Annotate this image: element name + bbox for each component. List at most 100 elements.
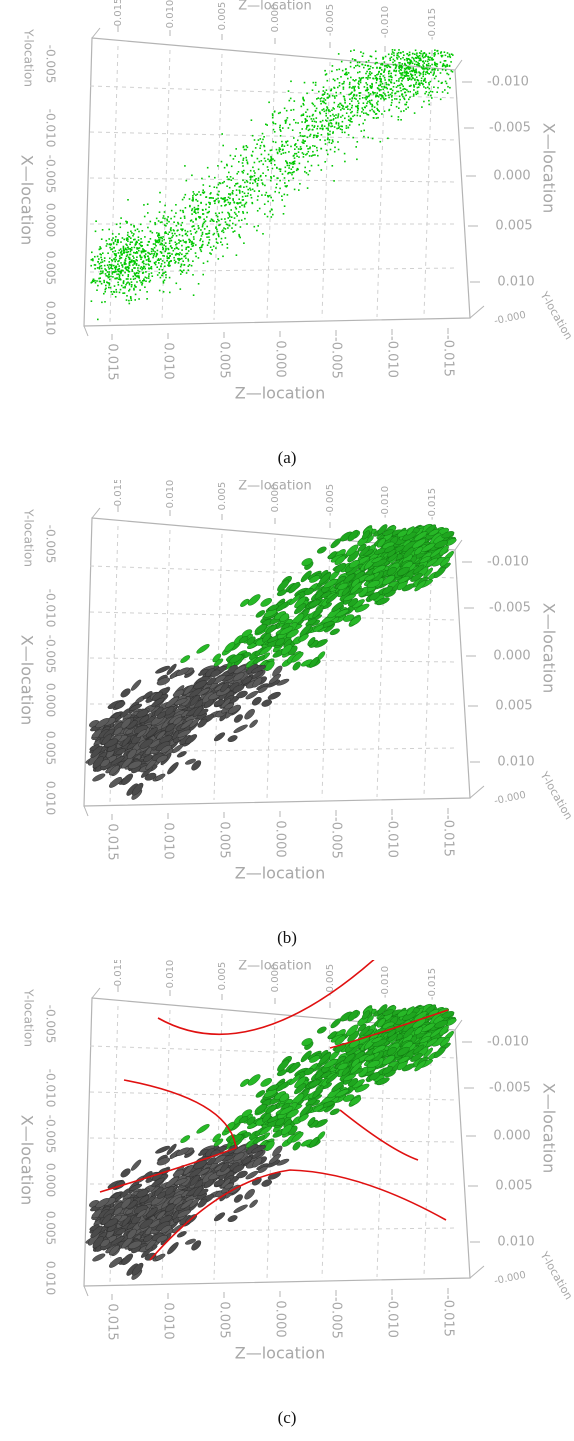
data-point [157,241,159,243]
data-point [306,136,309,139]
data-point [232,177,234,180]
data-point [391,53,393,55]
data-point [242,165,244,167]
data-point [425,91,428,93]
data-point [181,234,184,237]
data-point [118,276,121,278]
data-point [112,237,114,239]
data-point [160,265,162,268]
data-point [402,51,404,53]
data-point [302,135,305,138]
grid-line-vertical [376,65,386,318]
data-point [169,240,171,242]
data-point [219,223,221,226]
data-point [356,114,359,117]
data-point [209,220,212,222]
data-point [128,290,130,292]
y-tick-label-left: 0.000 [44,683,58,717]
x-tick-label-right: 0.005 [495,219,532,234]
data-point [388,72,390,75]
data-point [414,53,416,55]
data-point [407,66,409,68]
data-point [447,85,449,88]
data-point [239,202,242,204]
data-point [379,80,382,83]
data-point [217,234,220,236]
data-point [264,160,267,162]
data-point [371,86,373,88]
data-point [94,264,97,266]
data-point [382,95,384,98]
data-point [366,65,369,67]
data-ellipse [252,655,265,664]
data-point [361,55,364,57]
data-point [215,238,218,240]
data-point [382,97,385,99]
data-point [366,86,369,89]
data-point [103,264,106,267]
z-tick-label-top: 0.005 [217,482,228,511]
data-point [431,59,433,61]
data-point [242,157,245,160]
y-tick-label-left: 0.005 [44,731,58,765]
data-point [246,195,249,197]
data-ellipse [377,1004,388,1015]
data-point [378,84,380,87]
data-ellipse [189,688,203,698]
data-point [257,179,260,181]
grid-line-vertical [161,49,171,322]
data-point [129,243,131,246]
data-point [366,88,368,91]
data-ellipse [236,1170,248,1179]
data-point [164,217,166,220]
data-point [397,85,399,87]
data-point [117,252,120,254]
data-point [188,246,190,248]
data-ellipse [334,562,347,573]
data-point [169,237,172,240]
data-point [416,56,419,58]
data-point [198,217,201,219]
data-point [164,232,166,234]
data-ellipse [252,670,264,679]
data-point [351,110,353,113]
data-point [406,53,409,55]
data-point [333,180,335,182]
data-point [222,229,224,231]
data-point [362,52,365,55]
y-axis-label-left: Y-location [22,988,36,1047]
data-point [154,243,156,245]
z-tick-label-bottom: -0.010 [385,816,400,858]
data-point [223,201,226,203]
data-point [376,103,379,106]
data-point [167,247,169,250]
data-point [113,285,116,287]
data-point [113,271,115,273]
data-point [125,238,128,240]
data-point [99,280,102,283]
data-ellipse [220,681,230,693]
data-point [184,207,187,209]
data-point [364,119,366,121]
data-point [355,79,357,81]
data-point [357,102,360,104]
data-point [379,140,382,143]
data-point [159,276,162,279]
data-point [113,247,115,249]
x-tick-label-right: 0.000 [493,169,530,184]
data-point [418,55,421,57]
data-point [132,264,134,266]
data-point [374,62,377,65]
data-point [314,154,316,156]
data-point [419,73,422,75]
data-point [175,282,178,285]
data-point [387,94,390,96]
data-point [179,258,181,260]
data-point [182,209,184,212]
data-point [120,250,123,252]
data-point [341,131,344,134]
data-point [418,65,421,67]
data-ellipse [272,665,283,677]
data-point [281,140,283,143]
data-point [355,65,357,67]
